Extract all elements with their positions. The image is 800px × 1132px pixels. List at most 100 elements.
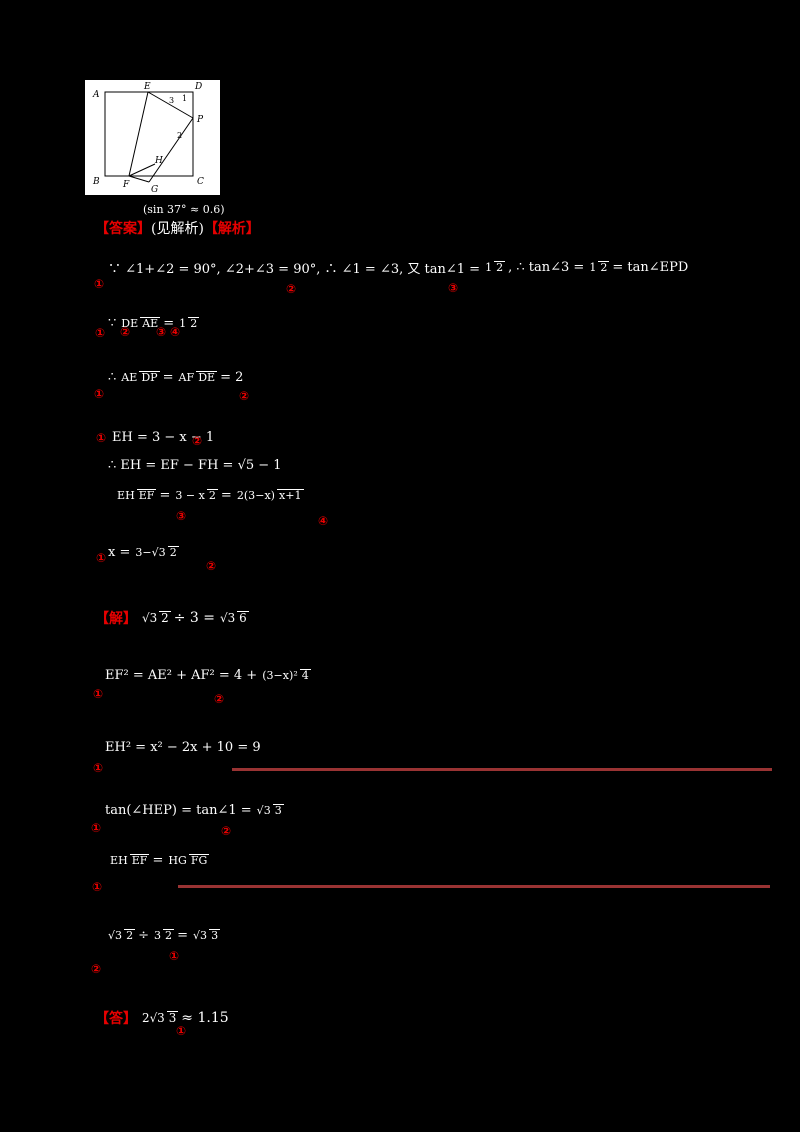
circled-number-mark: ① bbox=[176, 1024, 187, 1038]
label-G: G bbox=[151, 185, 158, 195]
math-line: ∵ ∠1+∠2 = 90°, ∠2+∠3 = 90°, ∴ ∠1 = ∠3, 又… bbox=[108, 258, 688, 277]
fraction-numerator: √3 bbox=[142, 611, 158, 626]
circled-number-mark: ② bbox=[120, 325, 131, 339]
fraction-numerator: 3 − x bbox=[175, 489, 205, 503]
circled-number-mark: ③ bbox=[448, 281, 459, 295]
fraction: √3 2 bbox=[140, 611, 171, 625]
fraction: √3 3 bbox=[191, 929, 221, 943]
math-text: ≈ 1.15 bbox=[181, 1010, 229, 1026]
fraction: √3 6 bbox=[218, 611, 249, 625]
circled-number-mark: ② bbox=[286, 282, 297, 296]
folded-square-diagram: A E D P B C F G H 3 1 2 bbox=[92, 82, 204, 195]
math-text: = bbox=[177, 928, 188, 943]
circled-number-mark: ① bbox=[91, 821, 102, 835]
fraction-denominator: DE bbox=[196, 371, 218, 385]
fraction-denominator: 2 bbox=[167, 546, 179, 560]
math-text: = bbox=[163, 316, 175, 331]
fraction-numerator: DE bbox=[121, 317, 139, 331]
circled-number-mark: ② bbox=[221, 824, 232, 838]
circled-number-mark: ② bbox=[91, 962, 102, 976]
fraction-numerator: √3 bbox=[256, 804, 271, 818]
maroon-rule bbox=[178, 885, 770, 888]
circled-number-mark: ② bbox=[214, 692, 225, 706]
fraction-numerator: 3 bbox=[154, 929, 162, 943]
circled-number-mark: ① bbox=[96, 431, 107, 445]
fraction-numerator: AE bbox=[121, 371, 138, 385]
fraction-denominator: 2 bbox=[188, 317, 200, 331]
math-text: ÷ bbox=[138, 928, 150, 943]
fraction-numerator: 1 bbox=[589, 261, 597, 275]
fraction: EH EF bbox=[115, 489, 157, 503]
math-line: x = 3−√3 2 bbox=[108, 545, 182, 560]
crease-PG bbox=[148, 117, 194, 183]
math-line: EF² = AE² + AF² = 4 + (3−x)² 4 bbox=[105, 668, 314, 683]
circled-number-mark: ④ bbox=[318, 514, 329, 528]
circled-number-mark: ① bbox=[93, 687, 104, 701]
math-text: x = bbox=[108, 545, 131, 560]
fraction: 2(3−x) x+1 bbox=[235, 489, 304, 502]
label-E: E bbox=[143, 82, 151, 92]
fraction-numerator: AF bbox=[178, 371, 195, 385]
math-text: ∴ bbox=[108, 370, 117, 385]
math-line: EH = 3 − x − 1 bbox=[112, 430, 214, 445]
circled-number-mark: ② bbox=[192, 434, 203, 448]
math-text: = bbox=[152, 853, 164, 868]
label-angle-3: 3 bbox=[169, 96, 174, 105]
fraction-denominator: 3 bbox=[209, 929, 221, 943]
math-text: (见解析) bbox=[151, 221, 204, 237]
fraction-denominator: 3 bbox=[272, 804, 284, 818]
circled-number-mark: ① bbox=[93, 761, 104, 775]
math-text: = bbox=[162, 370, 174, 385]
fraction: 3−√3 2 bbox=[133, 546, 179, 560]
maroon-rule bbox=[232, 768, 772, 771]
label-B: B bbox=[92, 177, 100, 187]
fraction: AE DP bbox=[119, 371, 160, 385]
fraction-denominator: 4 bbox=[299, 669, 311, 683]
fraction-numerator: √3 bbox=[108, 929, 123, 943]
fraction-denominator: DP bbox=[139, 371, 160, 385]
math-text: ÷ 3 = bbox=[173, 610, 216, 626]
fraction: HG FG bbox=[166, 854, 210, 867]
fraction-denominator: 2 bbox=[163, 929, 175, 943]
math-text: = bbox=[220, 488, 232, 503]
circled-number-mark: ③ bbox=[156, 325, 167, 339]
crease-FG bbox=[128, 175, 150, 183]
math-line: tan(∠HEP) = tan∠1 = √3 3 bbox=[105, 803, 287, 818]
square-outline bbox=[104, 91, 194, 177]
math-line: ∴ AE DP = AF DE = 2 bbox=[108, 370, 243, 385]
math-text: , ∴ tan∠3 = bbox=[508, 260, 585, 275]
math-line: (sin 37° ≈ 0.6) bbox=[143, 203, 225, 216]
fraction-numerator: EH bbox=[117, 489, 135, 503]
fraction: 2√3 3 bbox=[140, 1011, 179, 1025]
math-text: ∴ EH = EF − FH = √5 − 1 bbox=[108, 458, 282, 473]
crease-EF bbox=[128, 91, 149, 177]
circled-number-mark: ① bbox=[96, 551, 107, 565]
label-H: H bbox=[154, 156, 163, 166]
fraction: EH EF bbox=[108, 854, 150, 868]
label-P: P bbox=[196, 115, 204, 125]
math-text: EF² = AE² + AF² = 4 + bbox=[105, 668, 258, 683]
math-line: 【答案】 (见解析) 【解析】 bbox=[95, 218, 260, 238]
math-text: EH = 3 − x − 1 bbox=[112, 430, 215, 445]
fraction-denominator: AE bbox=[140, 317, 161, 331]
fraction-denominator: 2 bbox=[206, 489, 218, 503]
fraction-numerator: EH bbox=[110, 854, 128, 868]
fraction-denominator: 2 bbox=[124, 929, 136, 943]
circled-number-mark: ① bbox=[95, 326, 106, 340]
math-line: ∴ EH = EF − FH = √5 − 1 bbox=[108, 458, 282, 473]
crease-FH bbox=[128, 163, 156, 177]
circled-number-mark: ② bbox=[206, 559, 217, 573]
label-F: F bbox=[122, 180, 130, 190]
fraction-numerator: 1 bbox=[179, 317, 187, 331]
fraction-numerator: 1 bbox=[485, 261, 493, 275]
fraction: AF DE bbox=[177, 371, 218, 384]
math-text: ∵ bbox=[108, 316, 117, 331]
math-text: 【答案】 bbox=[95, 221, 151, 237]
fraction-denominator: 2 bbox=[159, 611, 171, 626]
